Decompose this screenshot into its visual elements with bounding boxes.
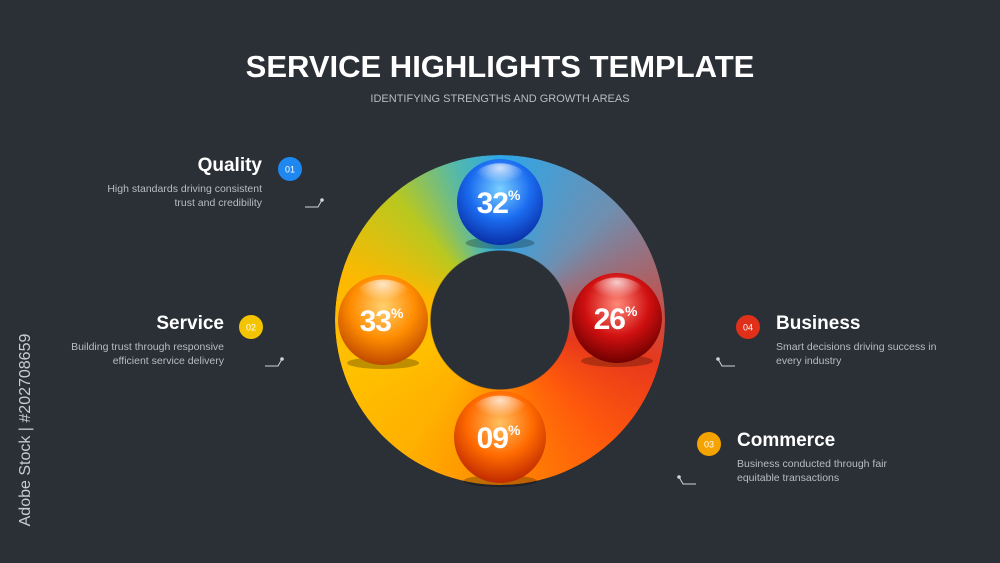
value: 33 — [360, 305, 392, 338]
badge — [239, 315, 263, 339]
item-description: every industry — [776, 355, 842, 367]
value: 32 — [477, 187, 509, 220]
unit: % — [508, 422, 521, 438]
value: 09 — [477, 422, 509, 455]
item-description: equitable transactions — [737, 472, 839, 484]
ball-gloss — [472, 395, 528, 428]
item-title: Service — [156, 313, 224, 334]
ball-value: 32% — [477, 187, 521, 220]
subtitle: IDENTIFYING STRENGTHS AND GROWTH AREAS — [370, 93, 629, 105]
unit: % — [625, 303, 638, 319]
item-title: Business — [776, 313, 860, 334]
item-title: Quality — [198, 155, 263, 176]
unit: % — [391, 305, 404, 321]
badge — [278, 157, 302, 181]
badge-number: 01 — [285, 164, 295, 174]
value: 26 — [594, 303, 626, 336]
unit: % — [508, 187, 521, 203]
badge — [736, 315, 760, 339]
watermark: Adobe Stock | #202708659 — [17, 334, 34, 527]
item-description: Building trust through responsive — [71, 341, 224, 353]
items: 01 Quality High standards driving consiste… — [71, 155, 937, 487]
ball-gloss — [590, 277, 644, 309]
connector-dot — [280, 357, 284, 361]
connector — [717, 358, 735, 367]
item-description: efficient service delivery — [113, 355, 225, 367]
connector-dot — [677, 475, 681, 479]
title: SERVICE HIGHLIGHTS TEMPLATE — [246, 49, 755, 84]
connector — [678, 476, 696, 485]
item-title: Commerce — [737, 430, 835, 451]
badge-number: 02 — [246, 322, 256, 332]
ball-gloss — [474, 163, 526, 194]
badge — [697, 432, 721, 456]
connector-dot — [716, 357, 720, 361]
ball-value: 26% — [594, 303, 638, 336]
badge-number: 04 — [743, 322, 753, 332]
item-description: trust and credibility — [174, 197, 262, 209]
connector — [265, 358, 283, 367]
item-description: High standards driving consistent — [107, 183, 262, 195]
connector — [305, 199, 323, 208]
item-description: Business conducted through fair — [737, 458, 888, 470]
ball-value: 09% — [477, 422, 521, 455]
badge-number: 03 — [704, 439, 714, 449]
connector-dot — [320, 198, 324, 202]
item-description: Smart decisions driving success in — [776, 341, 937, 353]
ball-gloss — [356, 279, 410, 311]
ball-value: 33% — [360, 305, 404, 338]
